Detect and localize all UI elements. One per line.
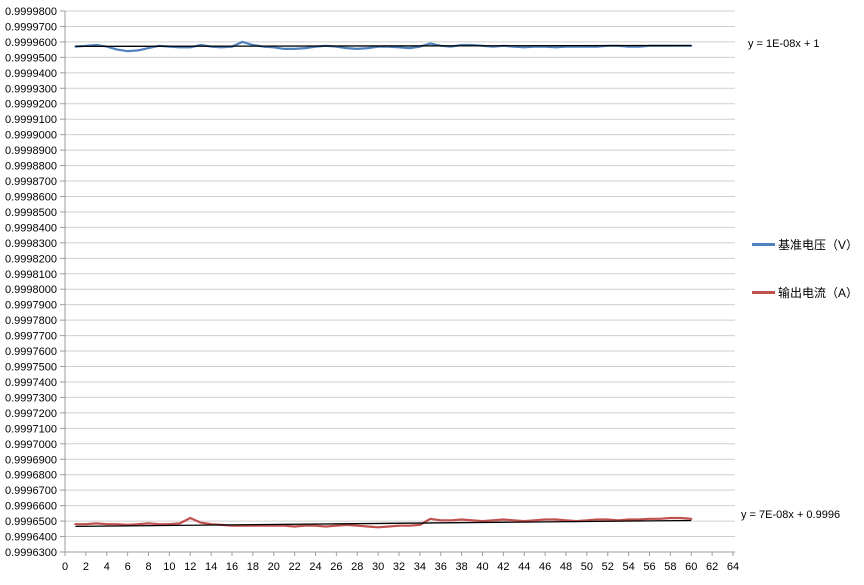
x-axis-label: 12 [184,561,196,573]
x-axis-label: 52 [602,561,614,573]
y-axis-label: 0.9997900 [5,300,57,312]
x-axis-label: 62 [706,561,718,573]
x-axis-label: 56 [643,561,655,573]
y-axis-label: 0.9999200 [5,99,57,111]
y-axis-label: 0.9997200 [5,408,57,420]
y-axis-label: 0.9999300 [5,83,57,95]
series-line-0 [74,40,693,53]
current-line-swatch-icon [752,290,775,294]
y-axis-label: 0.9996300 [5,547,57,559]
x-axis-label: 36 [435,561,447,573]
legend-label-current: 输出电流（A） [778,285,859,300]
y-axis-label: 0.9998700 [5,176,57,188]
x-axis-label: 30 [372,561,384,573]
x-axis-label: 38 [456,561,468,573]
x-axis-label: 0 [62,561,68,573]
x-axis-label: 4 [104,561,110,573]
x-axis-label: 6 [125,561,131,573]
y-axis-label: 0.9998600 [5,191,57,203]
y-axis-label: 0.9996700 [5,485,57,497]
y-axis-label: 0.9998000 [5,284,57,296]
trendline-0 [75,44,692,48]
y-axis-label: 0.9998100 [5,269,57,281]
y-axis-label: 0.9998200 [5,253,57,265]
x-axis-label: 24 [309,561,321,573]
y-axis-label: 0.9999400 [5,68,57,80]
x-axis-label: 58 [664,561,676,573]
y-axis-label: 0.9999700 [5,21,57,33]
x-axis-label: 8 [145,561,151,573]
x-axis-label: 10 [163,561,175,573]
x-axis-label: 60 [685,561,697,573]
x-axis-label: 14 [205,561,217,573]
y-axis-label: 0.9999000 [5,130,57,142]
y-axis-label: 0.9997400 [5,377,57,389]
y-axis-label: 0.9998400 [5,222,57,234]
y-axis-label: 0.9998500 [5,207,57,219]
y-axis-label: 0.9998900 [5,145,57,157]
trendline-1 [75,519,692,527]
trendline-equation-voltage: y = 1E-08x + 1 [748,38,820,50]
x-axis-label: 64 [727,561,739,573]
y-axis-label: 0.9999500 [5,52,57,64]
y-axis-label: 0.9999100 [5,114,57,126]
x-axis-label: 46 [539,561,551,573]
voltage-line-swatch-icon [752,242,775,246]
x-axis-label: 26 [330,561,342,573]
x-axis-label: 40 [476,561,488,573]
y-axis-label: 0.9997700 [5,331,57,343]
x-axis-label: 48 [560,561,572,573]
x-axis-label: 2 [83,561,89,573]
x-axis-label: 34 [414,561,426,573]
y-axis-label: 0.9998800 [5,161,57,173]
x-axis-label: 50 [581,561,593,573]
y-axis-label: 0.9998300 [5,238,57,250]
y-axis-label: 0.9996900 [5,454,57,466]
x-axis-label: 18 [247,561,259,573]
x-axis-label: 16 [226,561,238,573]
y-axis-label: 0.9997800 [5,315,57,327]
y-axis-label: 0.9999800 [5,6,57,18]
y-axis-label: 0.9997500 [5,362,57,374]
y-axis-label: 0.9997600 [5,346,57,358]
x-axis-label: 54 [623,561,635,573]
x-axis-label: 42 [497,561,509,573]
x-axis-label: 20 [268,561,280,573]
y-axis-label: 0.9996400 [5,532,57,544]
legend-item-current: 输出电流（A） [752,284,864,300]
y-axis-label: 0.9997100 [5,423,57,435]
series-line-1 [74,516,693,529]
x-axis-label: 32 [393,561,405,573]
legend-item-voltage: 基准电压（V） [752,236,864,252]
legend: 基准电压（V） 输出电流（A） [752,236,864,332]
y-axis-label: 0.9996500 [5,516,57,528]
y-axis-label: 0.9997300 [5,392,57,404]
y-axis-label: 0.9996600 [5,501,57,513]
y-axis-label: 0.9996800 [5,470,57,482]
x-axis-label: 28 [351,561,363,573]
legend-label-voltage: 基准电压（V） [778,237,859,252]
y-axis-label: 0.9999600 [5,37,57,49]
x-axis-label: 44 [518,561,530,573]
y-axis-label: 0.9997000 [5,439,57,451]
trendline-equation-current: y = 7E-08x + 0.9996 [741,509,841,521]
x-axis-label: 22 [289,561,301,573]
